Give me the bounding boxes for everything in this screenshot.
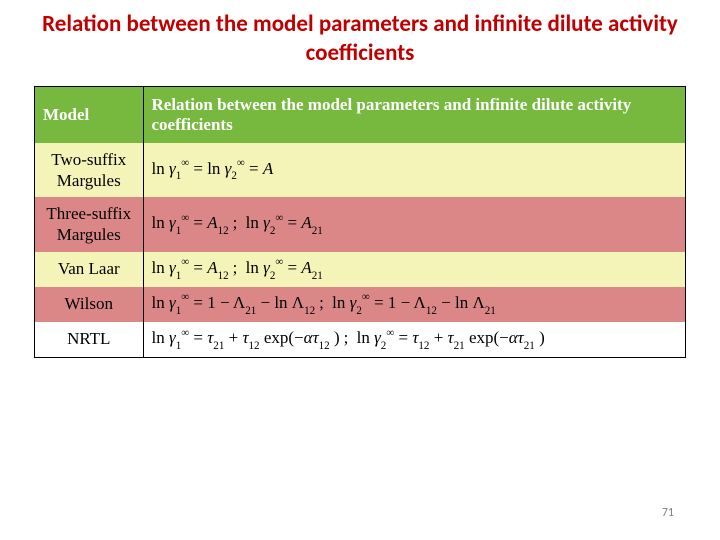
relations-table: Model Relation between the model paramet…: [35, 87, 685, 357]
relation-formula: ln γ1∞ = A12; ln γ2∞ = A21: [143, 252, 685, 287]
relation-formula: ln γ1∞ = ln γ2∞ = A: [143, 143, 685, 198]
relations-table-container: Model Relation between the model paramet…: [34, 86, 686, 358]
model-name: Wilson: [35, 287, 143, 322]
table-body: Two-suffixMargules ln γ1∞ = ln γ2∞ = A T…: [35, 143, 685, 357]
model-name: Three-suffixMargules: [35, 197, 143, 252]
relation-formula: ln γ1∞ = τ21 + τ12 exp(−ατ12 ); ln γ2∞ =…: [143, 322, 685, 357]
table-row: Wilson ln γ1∞ = 1 − Λ21 − ln Λ12; ln γ2∞…: [35, 287, 685, 322]
table-row: NRTL ln γ1∞ = τ21 + τ12 exp(−ατ12 ); ln …: [35, 322, 685, 357]
page-number: 71: [662, 506, 674, 520]
table-row: Three-suffixMargules ln γ1∞ = A12; ln γ2…: [35, 197, 685, 252]
relation-formula: ln γ1∞ = 1 − Λ21 − ln Λ12; ln γ2∞ = 1 − …: [143, 287, 685, 322]
slide-title: Relation between the model parameters an…: [0, 0, 720, 86]
model-name: NRTL: [35, 322, 143, 357]
table-row: Two-suffixMargules ln γ1∞ = ln γ2∞ = A: [35, 143, 685, 198]
col-header-model: Model: [35, 87, 143, 143]
table-header-row: Model Relation between the model paramet…: [35, 87, 685, 143]
col-header-relation: Relation between the model parameters an…: [143, 87, 685, 143]
relation-formula: ln γ1∞ = A12; ln γ2∞ = A21: [143, 197, 685, 252]
table-row: Van Laar ln γ1∞ = A12; ln γ2∞ = A21: [35, 252, 685, 287]
model-name: Van Laar: [35, 252, 143, 287]
model-name: Two-suffixMargules: [35, 143, 143, 198]
